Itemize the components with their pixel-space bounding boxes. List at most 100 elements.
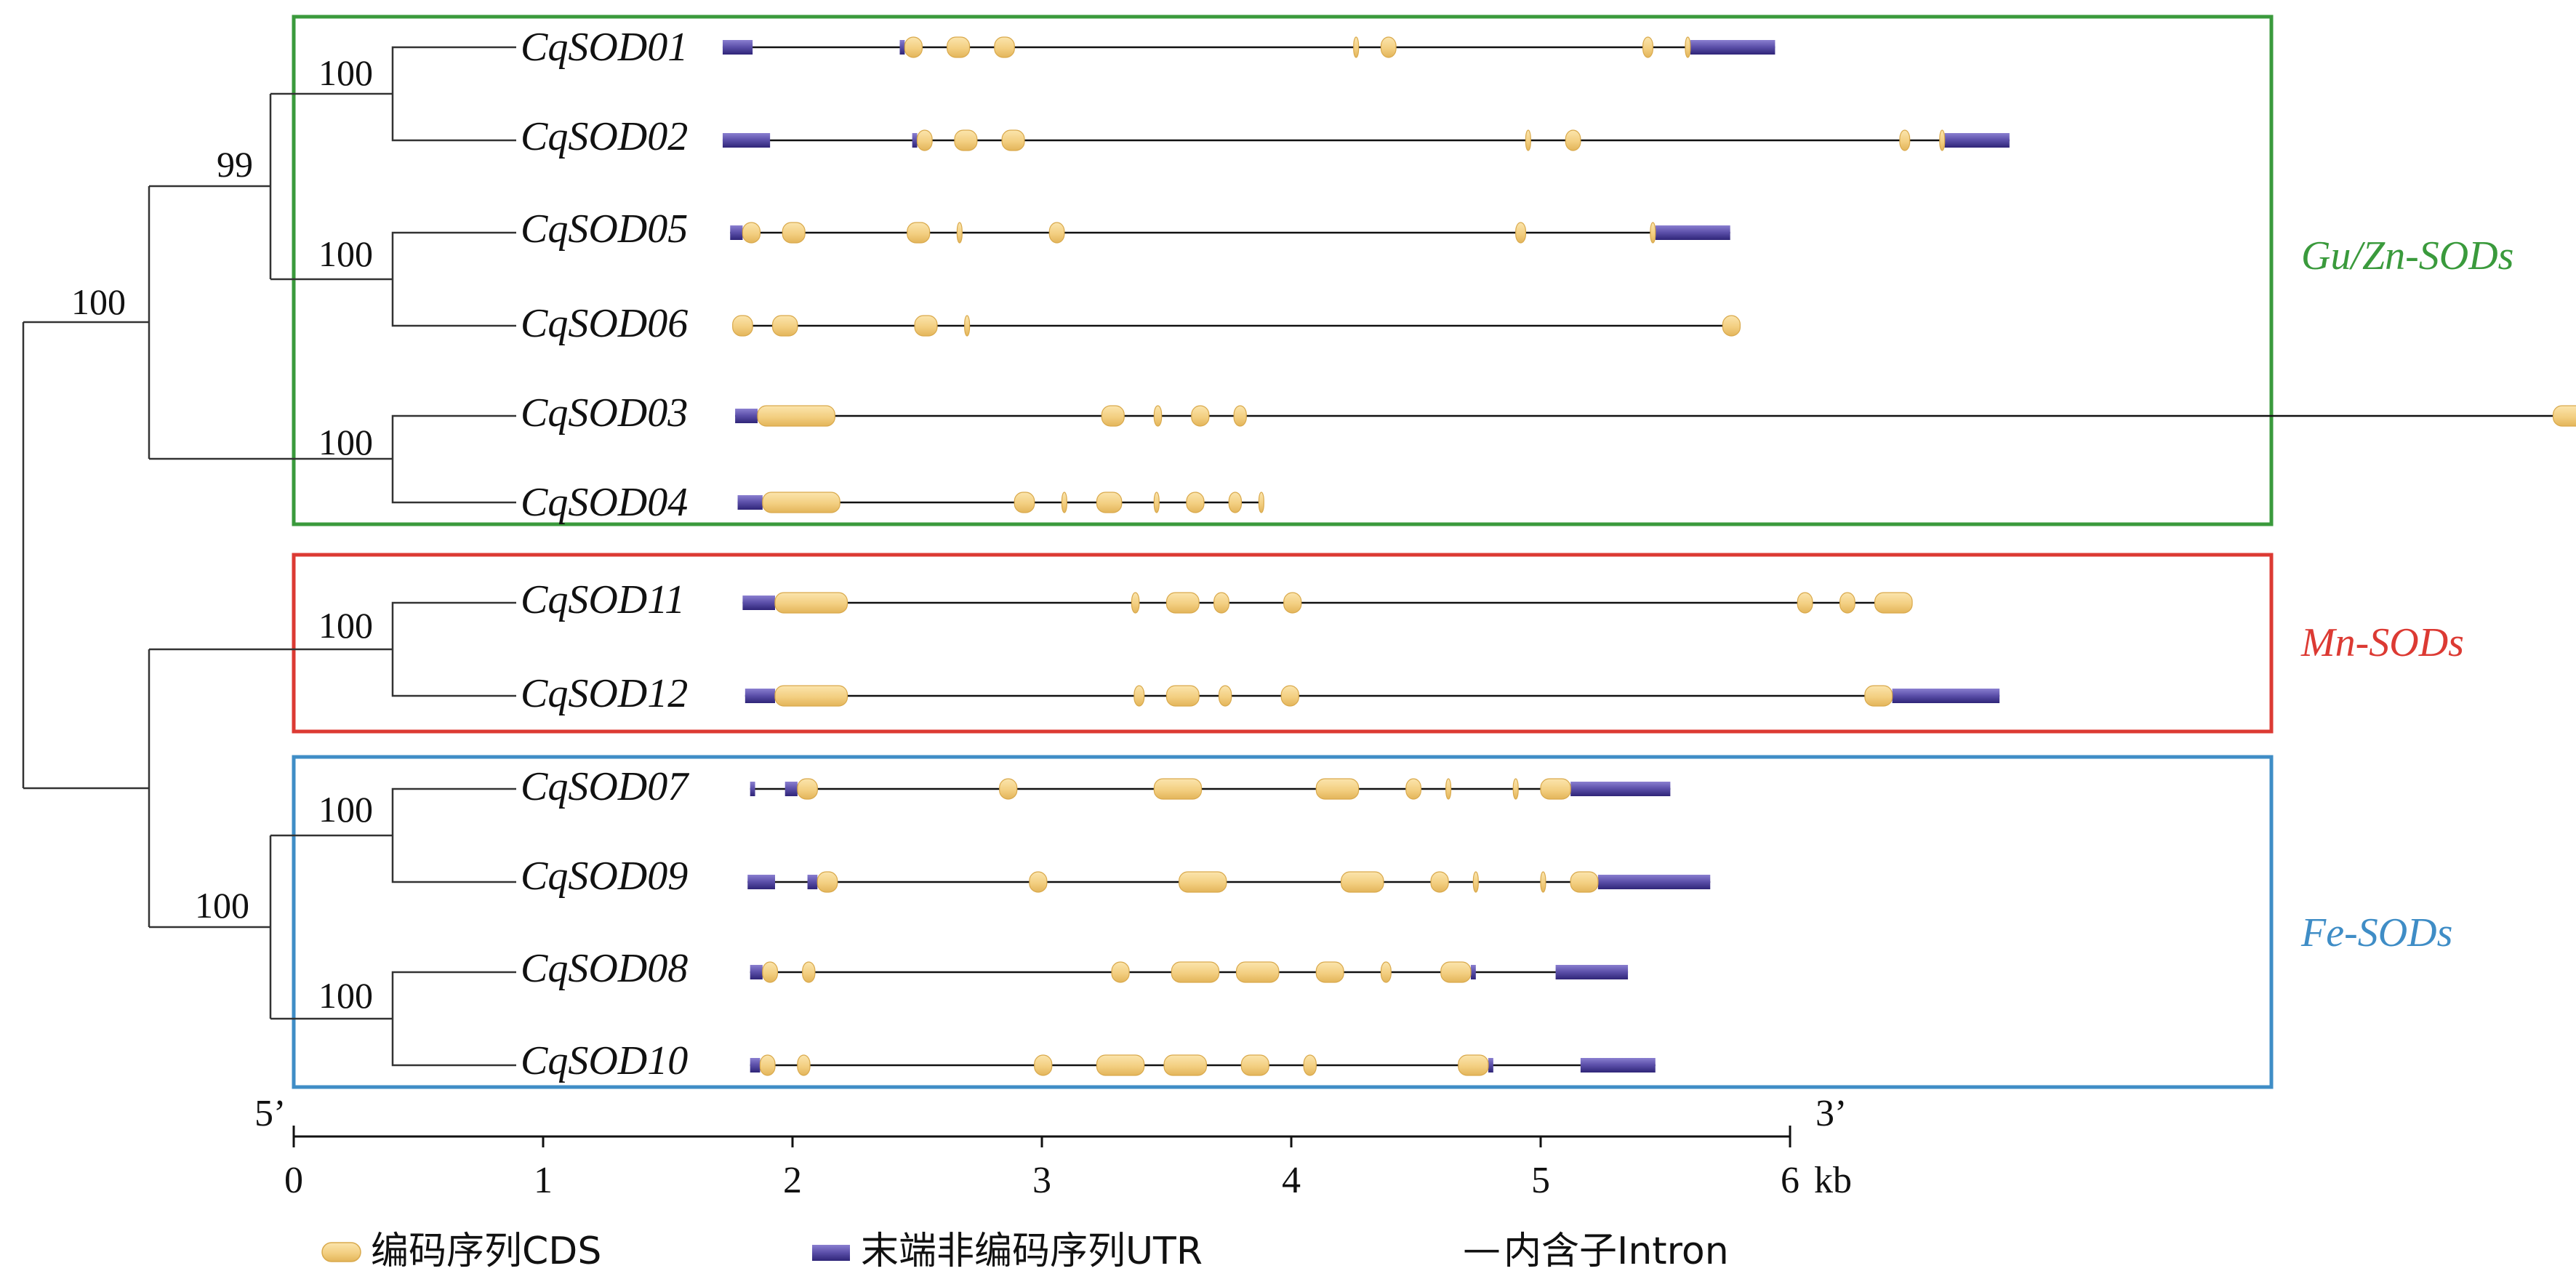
cds-exon	[1061, 492, 1067, 513]
bootstrap-values: 100 99 100 100 100 100 100 100 100	[71, 52, 373, 1016]
cds-exon	[1048, 222, 1065, 244]
tree-branch-mn-fe	[23, 649, 151, 927]
cds-exon	[1186, 492, 1205, 513]
gene-track-cqsod01	[722, 36, 1775, 58]
cds-exon	[1430, 871, 1449, 893]
cds-exon	[816, 871, 838, 893]
cds-exon	[1722, 315, 1741, 337]
utr-region	[1570, 782, 1671, 796]
legend-utr-swatch	[812, 1245, 850, 1261]
gene-label: CqSOD06	[521, 301, 688, 346]
scale-axis: 5’ 3’ 0 1 2 3 4 5 6 kb	[254, 1093, 1852, 1201]
cds-exon	[1283, 592, 1302, 614]
cds-exon	[1163, 1054, 1207, 1076]
cds-exon	[797, 778, 818, 800]
cds-exon	[954, 129, 978, 151]
cds-exon	[1570, 871, 1599, 893]
fe-sod-group-box	[292, 755, 2274, 1089]
gene-track-cqsod08	[750, 961, 1629, 983]
axis-tick-label: 5	[1531, 1160, 1550, 1201]
tree-branch-fe	[149, 835, 272, 1019]
utr-region	[1944, 133, 2010, 148]
cds-exon	[1153, 405, 1163, 427]
utr-region	[785, 782, 798, 796]
utr-region	[737, 495, 763, 510]
cds-exon	[1472, 871, 1479, 893]
utr-region	[722, 133, 771, 148]
cu-zn-sod-group-box	[292, 15, 2274, 526]
cds-exon	[1303, 1054, 1317, 1076]
utr-region	[745, 689, 775, 703]
cds-exon	[2552, 405, 2576, 427]
tree-branch-sod08-10	[270, 971, 516, 1067]
cds-exon	[771, 315, 798, 337]
cds-exon	[1685, 36, 1691, 58]
cds-exon	[1280, 685, 1299, 707]
utr-region	[1690, 40, 1775, 55]
tree-branch-sod11-12	[149, 601, 516, 697]
gene-label: CqSOD09	[521, 854, 688, 899]
cds-exon	[1540, 778, 1571, 800]
cds-exon	[1153, 492, 1160, 513]
gene-label: CqSOD03	[521, 390, 688, 436]
utr-region	[899, 40, 905, 55]
group-label-fe: Fe-SODs	[2300, 910, 2452, 955]
bootstrap-label: 100	[318, 605, 373, 646]
utr-region	[750, 782, 755, 796]
bootstrap-label: 100	[195, 885, 249, 926]
cds-exon	[759, 1054, 776, 1076]
bootstrap-label: 100	[318, 789, 373, 830]
cds-exon	[1153, 778, 1203, 800]
utr-region	[1580, 1058, 1656, 1072]
axis-tick-label: 6	[1781, 1160, 1799, 1201]
legend-cds-label: 编码序列CDS	[371, 1230, 601, 1273]
cds-exon	[1101, 405, 1125, 427]
cds-exon	[757, 405, 835, 427]
cds-exon	[1228, 492, 1242, 513]
gene-track-cqsod12	[745, 685, 2000, 707]
cds-exon	[1001, 129, 1025, 151]
gene-label: CqSOD07	[521, 764, 689, 809]
cds-exon	[1864, 685, 1893, 707]
tree-branch-cu-zn-upper	[149, 94, 272, 279]
tree-branch-sod03-04	[149, 414, 516, 504]
legend-intron-label: 内含子Intron	[1504, 1230, 1729, 1273]
utr-region	[1655, 225, 1730, 240]
cds-exon	[762, 492, 840, 513]
legend-utr-label: 末端非编码序列UTR	[861, 1230, 1203, 1273]
gene-track-cqsod07	[750, 778, 1671, 800]
cds-exon	[907, 222, 931, 244]
cds-exon	[1258, 492, 1264, 513]
gene-track-cqsod02	[722, 129, 2010, 151]
tree-branch-sod01-02	[270, 46, 516, 142]
cds-exon	[774, 685, 848, 707]
cds-exon	[774, 592, 848, 614]
bootstrap-label: 100	[318, 975, 373, 1016]
cds-exon	[1525, 129, 1531, 151]
cds-exon	[1839, 592, 1855, 614]
cds-exon	[1096, 1054, 1145, 1076]
axis-tick-label: 3	[1032, 1160, 1051, 1201]
utr-region	[912, 133, 918, 148]
cds-exon	[999, 778, 1018, 800]
bootstrap-label: 100	[318, 422, 373, 462]
axis-ticks	[292, 1126, 1791, 1147]
cds-exon	[1380, 36, 1397, 58]
utr-region	[750, 965, 763, 979]
tree-branch-sod07-09	[270, 787, 516, 883]
bootstrap-label: 100	[318, 233, 373, 274]
gene-label: CqSOD05	[521, 207, 688, 252]
cds-exon	[916, 129, 933, 151]
axis-tick-label: 0	[284, 1160, 303, 1201]
cds-exon	[742, 222, 761, 244]
utr-region	[1555, 965, 1629, 979]
cds-exon	[1235, 961, 1280, 983]
cds-exon	[964, 315, 971, 337]
cds-exon	[1165, 685, 1200, 707]
gene-label: CqSOD02	[521, 114, 688, 159]
utr-region	[735, 409, 758, 423]
cds-exon	[797, 1054, 811, 1076]
cds-exon	[1034, 1054, 1053, 1076]
cds-exon	[1650, 222, 1656, 244]
cds-exon	[947, 36, 971, 58]
